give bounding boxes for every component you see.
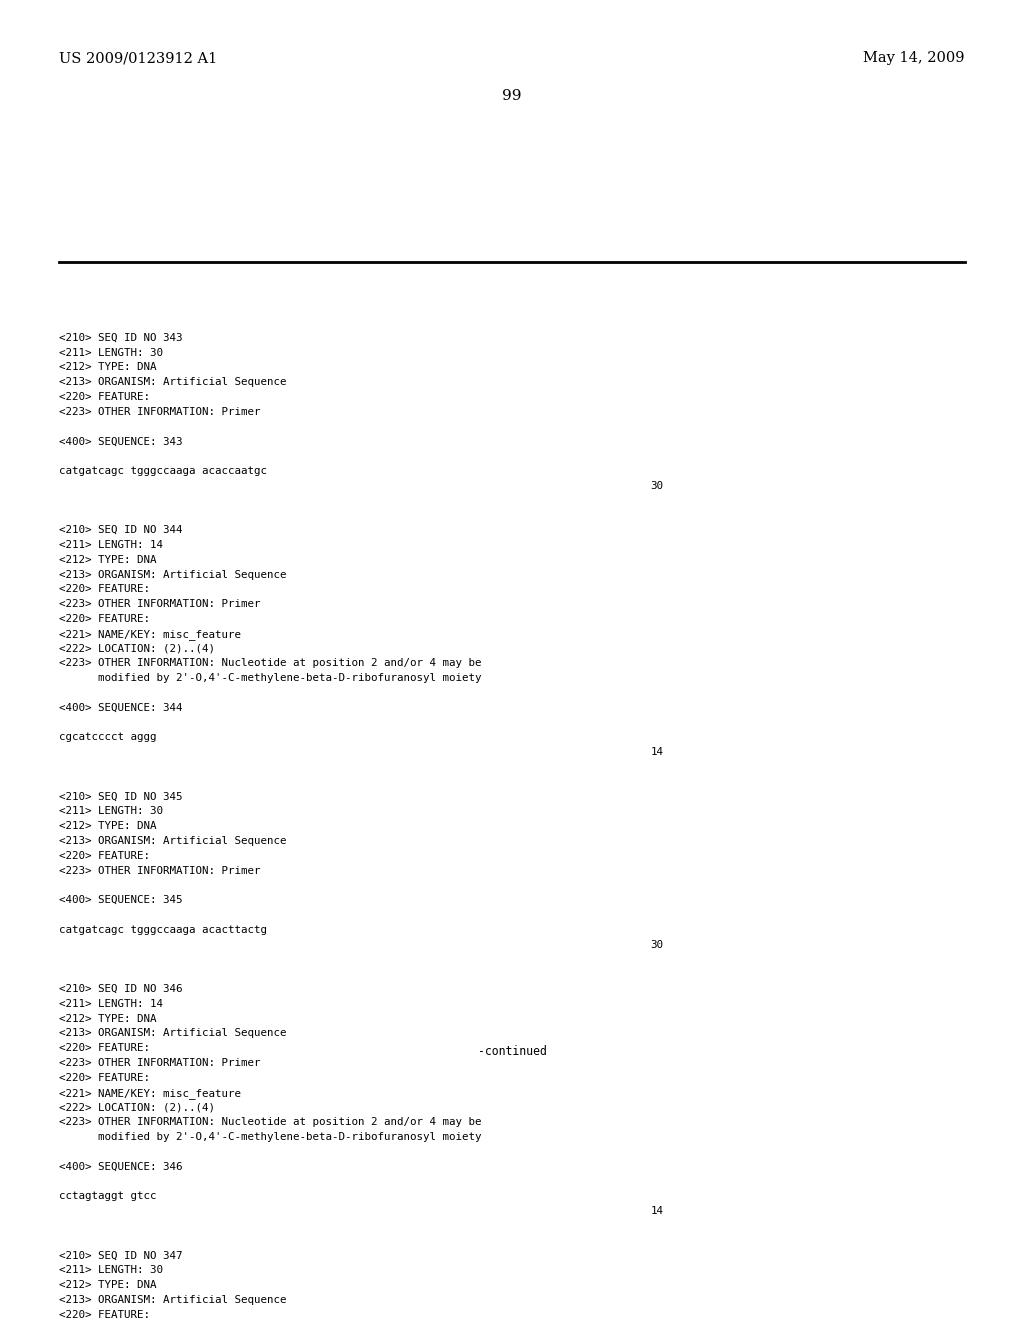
Text: <223> OTHER INFORMATION: Nucleotide at position 2 and/or 4 may be: <223> OTHER INFORMATION: Nucleotide at p…: [59, 659, 482, 668]
Text: 99: 99: [502, 88, 522, 103]
Text: <220> FEATURE:: <220> FEATURE:: [59, 614, 151, 624]
Text: modified by 2'-O,4'-C-methylene-beta-D-ribofuranosyl moiety: modified by 2'-O,4'-C-methylene-beta-D-r…: [59, 1133, 482, 1142]
Text: <400> SEQUENCE: 345: <400> SEQUENCE: 345: [59, 895, 183, 906]
Text: cctagtaggt gtcc: cctagtaggt gtcc: [59, 1191, 157, 1201]
Text: <211> LENGTH: 14: <211> LENGTH: 14: [59, 540, 164, 550]
Text: <211> LENGTH: 30: <211> LENGTH: 30: [59, 347, 164, 358]
Text: cgcatcccct aggg: cgcatcccct aggg: [59, 733, 157, 742]
Text: <210> SEQ ID NO 345: <210> SEQ ID NO 345: [59, 792, 183, 801]
Text: <400> SEQUENCE: 344: <400> SEQUENCE: 344: [59, 702, 183, 713]
Text: <213> ORGANISM: Artificial Sequence: <213> ORGANISM: Artificial Sequence: [59, 1295, 287, 1304]
Text: <220> FEATURE:: <220> FEATURE:: [59, 1073, 151, 1082]
Text: <211> LENGTH: 30: <211> LENGTH: 30: [59, 807, 164, 816]
Text: May 14, 2009: May 14, 2009: [863, 51, 965, 65]
Text: <210> SEQ ID NO 346: <210> SEQ ID NO 346: [59, 983, 183, 994]
Text: 30: 30: [650, 480, 664, 491]
Text: 14: 14: [650, 1206, 664, 1216]
Text: catgatcagc tgggccaaga acaccaatgc: catgatcagc tgggccaaga acaccaatgc: [59, 466, 267, 477]
Text: <220> FEATURE:: <220> FEATURE:: [59, 392, 151, 403]
Text: <221> NAME/KEY: misc_feature: <221> NAME/KEY: misc_feature: [59, 1088, 242, 1098]
Text: <212> TYPE: DNA: <212> TYPE: DNA: [59, 363, 157, 372]
Text: <213> ORGANISM: Artificial Sequence: <213> ORGANISM: Artificial Sequence: [59, 1028, 287, 1039]
Text: <220> FEATURE:: <220> FEATURE:: [59, 1043, 151, 1053]
Text: <220> FEATURE:: <220> FEATURE:: [59, 1309, 151, 1320]
Text: -continued: -continued: [477, 1045, 547, 1059]
Text: <223> OTHER INFORMATION: Primer: <223> OTHER INFORMATION: Primer: [59, 407, 261, 417]
Text: <210> SEQ ID NO 343: <210> SEQ ID NO 343: [59, 333, 183, 343]
Text: <212> TYPE: DNA: <212> TYPE: DNA: [59, 1280, 157, 1290]
Text: <223> OTHER INFORMATION: Primer: <223> OTHER INFORMATION: Primer: [59, 599, 261, 610]
Text: <400> SEQUENCE: 343: <400> SEQUENCE: 343: [59, 437, 183, 446]
Text: catgatcagc tgggccaaga acacttactg: catgatcagc tgggccaaga acacttactg: [59, 925, 267, 935]
Text: <400> SEQUENCE: 346: <400> SEQUENCE: 346: [59, 1162, 183, 1172]
Text: <211> LENGTH: 30: <211> LENGTH: 30: [59, 1265, 164, 1275]
Text: <213> ORGANISM: Artificial Sequence: <213> ORGANISM: Artificial Sequence: [59, 836, 287, 846]
Text: 30: 30: [650, 940, 664, 949]
Text: <222> LOCATION: (2)..(4): <222> LOCATION: (2)..(4): [59, 644, 215, 653]
Text: <212> TYPE: DNA: <212> TYPE: DNA: [59, 554, 157, 565]
Text: 14: 14: [650, 747, 664, 758]
Text: <210> SEQ ID NO 344: <210> SEQ ID NO 344: [59, 525, 183, 535]
Text: <212> TYPE: DNA: <212> TYPE: DNA: [59, 821, 157, 832]
Text: <210> SEQ ID NO 347: <210> SEQ ID NO 347: [59, 1250, 183, 1261]
Text: <223> OTHER INFORMATION: Primer: <223> OTHER INFORMATION: Primer: [59, 1059, 261, 1068]
Text: <220> FEATURE:: <220> FEATURE:: [59, 851, 151, 861]
Text: <220> FEATURE:: <220> FEATURE:: [59, 585, 151, 594]
Text: <223> OTHER INFORMATION: Nucleotide at position 2 and/or 4 may be: <223> OTHER INFORMATION: Nucleotide at p…: [59, 1117, 482, 1127]
Text: <212> TYPE: DNA: <212> TYPE: DNA: [59, 1014, 157, 1023]
Text: modified by 2'-O,4'-C-methylene-beta-D-ribofuranosyl moiety: modified by 2'-O,4'-C-methylene-beta-D-r…: [59, 673, 482, 684]
Text: <213> ORGANISM: Artificial Sequence: <213> ORGANISM: Artificial Sequence: [59, 570, 287, 579]
Text: US 2009/0123912 A1: US 2009/0123912 A1: [59, 51, 218, 65]
Text: <211> LENGTH: 14: <211> LENGTH: 14: [59, 999, 164, 1008]
Text: <222> LOCATION: (2)..(4): <222> LOCATION: (2)..(4): [59, 1102, 215, 1113]
Text: <223> OTHER INFORMATION: Primer: <223> OTHER INFORMATION: Primer: [59, 866, 261, 875]
Text: <221> NAME/KEY: misc_feature: <221> NAME/KEY: misc_feature: [59, 628, 242, 640]
Text: <213> ORGANISM: Artificial Sequence: <213> ORGANISM: Artificial Sequence: [59, 378, 287, 387]
